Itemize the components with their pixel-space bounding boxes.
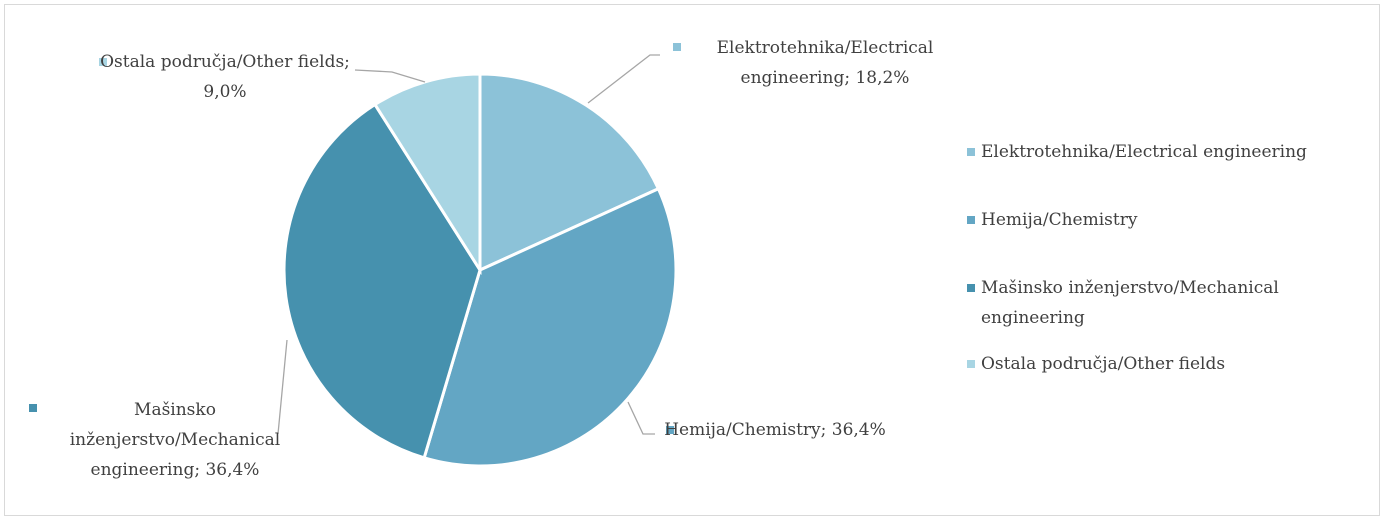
leader-line	[627, 401, 655, 435]
pie-slice	[422, 186, 678, 468]
legend-marker	[967, 148, 975, 156]
label-marker	[29, 404, 37, 412]
legend-label: Ostala područja/Other fields	[981, 354, 1226, 374]
legend-label: Mašinsko inženjerstvo/Mechanical enginee…	[981, 278, 1279, 328]
legend-marker	[967, 360, 975, 368]
label-marker	[99, 58, 107, 66]
data-label: Elektrotehnika/Electrical engineering; 1…	[716, 38, 934, 88]
data-label: Mašinsko inženjerstvo/Mechanical enginee…	[69, 400, 281, 480]
pie-slice	[478, 72, 661, 273]
legend-marker	[967, 216, 975, 224]
data-label: Hemija/Chemistry; 36,4%	[664, 420, 886, 440]
label-marker	[666, 426, 674, 434]
leader-line	[277, 339, 288, 435]
leader-line	[587, 54, 660, 104]
leader-line	[354, 69, 426, 83]
chart-border	[4, 4, 1380, 516]
data-label: Ostala područja/Other fields; 9,0%	[100, 52, 350, 102]
legend-label: Elektrotehnika/Electrical engineering	[981, 142, 1307, 162]
legend-marker	[967, 284, 975, 292]
legend-label: Hemija/Chemistry	[981, 210, 1138, 230]
label-marker	[673, 43, 681, 51]
pie-slice	[372, 72, 482, 276]
